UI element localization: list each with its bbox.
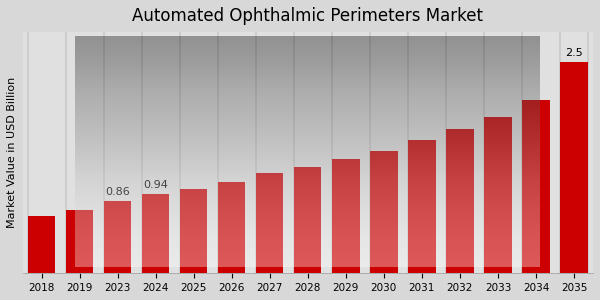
Bar [180, 189, 208, 273]
Bar [560, 62, 588, 273]
Text: 2.5: 2.5 [565, 48, 583, 58]
Bar [332, 159, 359, 273]
Bar [104, 200, 131, 273]
Y-axis label: Market Value in USD Billion: Market Value in USD Billion [7, 77, 17, 228]
Bar [28, 216, 55, 273]
Bar [256, 173, 283, 273]
Text: 0.86: 0.86 [105, 187, 130, 197]
Bar [484, 117, 512, 273]
Text: 0.94: 0.94 [143, 180, 168, 190]
Bar [294, 167, 322, 273]
Bar [66, 210, 93, 273]
Bar [523, 100, 550, 273]
Bar [142, 194, 169, 273]
Bar [218, 182, 245, 273]
Bar [408, 140, 436, 273]
Bar [370, 151, 398, 273]
Title: Automated Ophthalmic Perimeters Market: Automated Ophthalmic Perimeters Market [132, 7, 483, 25]
Bar [446, 129, 473, 273]
